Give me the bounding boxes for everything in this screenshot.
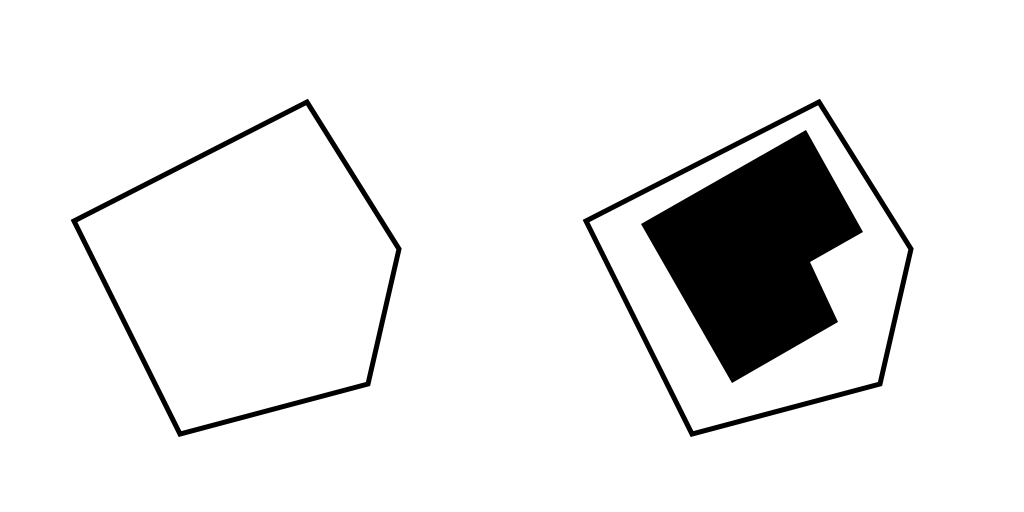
right-figure [582,98,914,437]
right-pentagon-outline [582,98,914,437]
right-inner-l-shape [641,130,863,383]
left-pentagon-outline [70,98,402,437]
left-figure [70,98,402,437]
